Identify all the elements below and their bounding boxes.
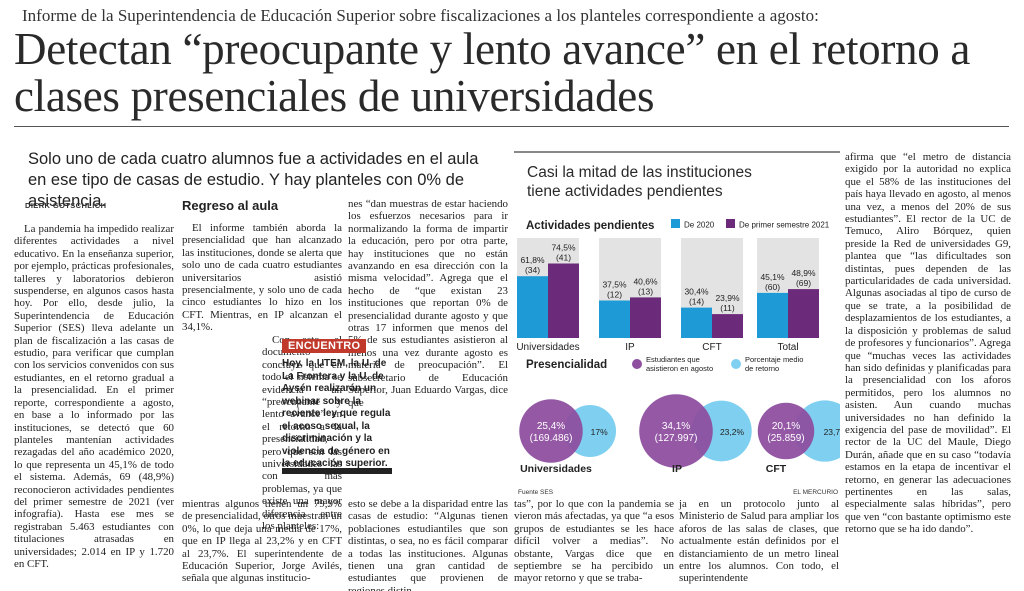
infographic-title-line-1: Casi la mitad de las instituciones	[527, 164, 752, 181]
bar-value-label-2020: 45,1%	[760, 272, 785, 282]
bar-count-label-2020: (34)	[525, 265, 540, 275]
bar-value-label-2021: 48,9%	[791, 268, 816, 278]
bubble-value-label: 34,1%	[662, 421, 690, 432]
bar-value-label-2021: 23,9%	[715, 293, 740, 303]
bar-category-label: CFT	[702, 342, 721, 353]
body-column-4: tas”, por lo que con la pandemia se vier…	[514, 498, 674, 590]
bar-2021	[630, 297, 661, 338]
body-column-3b: esto se debe a la disparidad entre las c…	[348, 498, 508, 591]
bubbles-title: Presencialidad	[526, 359, 607, 371]
bar-value-label-2021: 74,5%	[551, 243, 576, 253]
bubble-retorno-label: 17%	[591, 427, 608, 437]
bar-count-label-2021: (69)	[796, 278, 811, 288]
legend-label-retorno-line-2: de retorno	[745, 364, 779, 373]
encuentro-bar	[282, 468, 392, 474]
body-text: La pandemia ha impedido realizar diferen…	[14, 223, 175, 570]
body-column-1: La pandemia ha impedido realizar diferen…	[14, 223, 174, 587]
bar-value-label-2020: 61,8%	[520, 255, 545, 265]
body-column-3a: nes “dan muestras de estar haciendo los …	[348, 198, 508, 498]
body-text: tas”, por lo que con la pandemia se vier…	[514, 498, 674, 585]
infographic-title-line-2: tiene actividades pendientes	[527, 183, 723, 200]
footer-brand: EL MERCURIO	[793, 489, 838, 496]
body-text: ja en un protocolo junto al Ministerio d…	[679, 498, 839, 585]
infographic: Casi la mitad de las instituciones tiene…	[514, 151, 840, 496]
body-column-5: ja en un protocolo junto al Ministerio d…	[679, 498, 839, 590]
legend-label-retorno-line-1: Porcentaje medio	[745, 355, 803, 364]
kicker: Informe de la Superintendencia de Educac…	[22, 6, 819, 25]
headline: Detectan “preocupante y lento avance” en…	[14, 24, 971, 121]
legend-dot-asistieron	[632, 359, 642, 369]
body-text: El informe también aborda la presenciali…	[182, 222, 342, 334]
bubble-retorno-label: 23,7%	[824, 427, 840, 437]
legend-swatch-2020	[671, 219, 680, 228]
bar-value-label-2020: 37,5%	[602, 280, 627, 290]
bar-2020	[599, 300, 630, 338]
bar-2021	[712, 314, 743, 338]
body-text: esto se debe a la disparidad entre las c…	[348, 498, 508, 591]
body-column-2a: El informe también aborda la presenciali…	[182, 222, 342, 334]
legend-label-asistieron-line-1: Estudiantes que	[646, 355, 700, 364]
bubble-asistieron	[639, 394, 713, 468]
bubble-category-label: Universidades	[520, 463, 592, 475]
encuentro-box: ENCUENTRO Hoy, la UTEM, la U. de La Fron…	[282, 336, 392, 474]
body-text: mientras algunos tienen un 79,9% de pres…	[182, 498, 342, 585]
infographic-title: Casi la mitad de las instituciones tiene…	[527, 163, 752, 201]
dek: Solo uno de cada cuatro alumnos fue a ac…	[28, 150, 479, 210]
footer-source: Fuente SES	[518, 489, 554, 496]
bar-2020	[681, 307, 712, 338]
bubble-count-label: (25.859)	[767, 433, 804, 444]
bubble-asistieron	[757, 402, 815, 460]
bar-category-label: Total	[777, 342, 798, 353]
bubble-count-label: (169.486)	[530, 433, 573, 444]
bars-title: Actividades pendientes	[526, 220, 654, 232]
body-text: afirma que “el metro de distancia exigid…	[845, 151, 1011, 536]
encuentro-label: ENCUENTRO	[282, 339, 367, 353]
encuentro-text: Hoy, la UTEM, la U. de La Frontera y la …	[282, 358, 391, 469]
bubble-asistieron	[519, 399, 583, 463]
bar-count-label-2020: (14)	[689, 297, 704, 307]
bubble-value-label: 20,1%	[772, 421, 800, 432]
bar-2020	[757, 292, 788, 338]
bar-category-label: Universidades	[516, 342, 579, 353]
legend-label-asistieron-line-2: asistieron en agosto	[646, 364, 713, 373]
bar-count-label-2021: (13)	[638, 286, 653, 296]
bubble-category-label: IP	[672, 463, 682, 475]
legend-swatch-2021	[726, 219, 735, 228]
byline: DIERK GOTSCHLICH	[25, 201, 107, 210]
bar-category-label: IP	[625, 342, 635, 353]
header-rule	[14, 126, 1009, 127]
bubble-category-label: CFT	[766, 463, 787, 475]
infographic-chart: Actividades pendientes De 2020 De primer s…	[516, 219, 840, 475]
legend-dot-retorno	[731, 359, 741, 369]
bar-2021	[548, 263, 579, 338]
legend-label-2021: De primer semestre 2021	[739, 221, 830, 230]
bubble-retorno-label: 23,2%	[720, 427, 745, 437]
bar-count-label-2021: (11)	[720, 303, 735, 313]
body-column-2c: mientras algunos tienen un 79,9% de pres…	[182, 498, 342, 590]
bubble-count-label: (127.997)	[655, 433, 698, 444]
bar-value-label-2020: 30,4%	[684, 287, 709, 297]
bubble-value-label: 25,4%	[537, 421, 565, 432]
legend-label-2020: De 2020	[684, 221, 715, 230]
bar-count-label-2021: (41)	[556, 253, 571, 263]
bar-count-label-2020: (12)	[607, 290, 622, 300]
bar-2020	[517, 276, 548, 338]
body-text: nes “dan muestras de estar haciendo los …	[348, 198, 508, 409]
bar-count-label-2020: (60)	[765, 282, 780, 292]
bar-2021	[788, 289, 819, 338]
body-column-6: afirma que “el metro de distancia exigid…	[845, 151, 1011, 587]
bar-value-label-2021: 40,6%	[633, 276, 658, 286]
subhead: Regreso al aula	[182, 198, 279, 213]
